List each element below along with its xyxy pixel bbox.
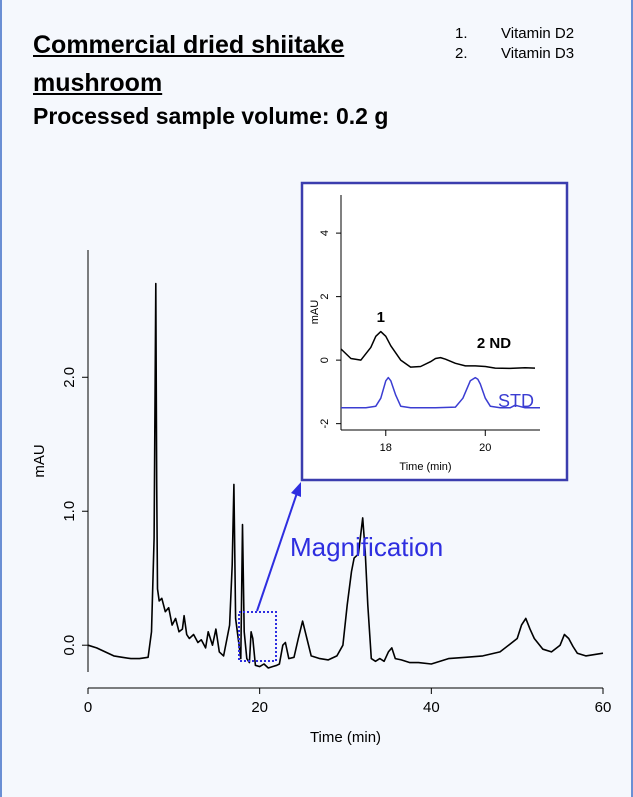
x-tick-label: 20	[251, 699, 268, 716]
compound-legend: 1. Vitamin D2 2. Vitamin D3	[455, 24, 574, 64]
inset-y-tick-label: -2	[319, 419, 331, 429]
legend-label: Vitamin D2	[501, 25, 575, 42]
chromatogram-trace	[87, 282, 604, 669]
inset-x-tick-label: 20	[479, 442, 491, 454]
y-tick-label: 1.0	[61, 501, 78, 522]
legend-item-2: 2. Vitamin D3	[455, 44, 574, 64]
inset-chart: 18 20 Time (min) -2 0 2 4 mAU 1 2 ND STD	[300, 181, 569, 482]
peak-label-1: 1	[377, 309, 385, 326]
std-label: STD	[498, 391, 534, 411]
figure-title: Commercial dried shiitake mushroom	[33, 31, 345, 97]
legend-item-1: 1. Vitamin D2	[455, 24, 574, 44]
y-tick-label: 2.0	[61, 367, 78, 388]
inset-box	[300, 181, 569, 482]
inset-y-tick-label: 0	[319, 357, 331, 363]
y-tick-label: 0.0	[61, 635, 78, 656]
inset-x-axis-label: Time (min)	[399, 461, 451, 473]
x-tick-label: 60	[595, 699, 612, 716]
figure-subtitle: Processed sample volume: 0.2 g	[33, 103, 389, 129]
magnification-region-box	[238, 611, 277, 662]
legend-number: 2.	[455, 45, 468, 62]
x-axis-label: Time (min)	[310, 729, 381, 746]
inset-y-tick-label: 2	[319, 294, 331, 300]
x-tick-label: 40	[423, 699, 440, 716]
magnification-label: Magnification	[290, 532, 443, 562]
inset-std-trace	[341, 376, 540, 409]
annotation-layer: Magnification	[238, 482, 443, 662]
magnification-arrowhead	[291, 482, 301, 497]
inset-sample-trace	[340, 330, 536, 370]
inset-y-axis-label: mAU	[309, 300, 321, 325]
legend-number: 1.	[455, 25, 468, 42]
x-tick-label: 0	[84, 699, 92, 716]
y-axis-label: mAU	[31, 444, 48, 477]
legend-label: Vitamin D3	[501, 45, 575, 62]
magnification-arrow	[256, 489, 299, 612]
inset-y-tick-label: 4	[319, 230, 331, 236]
inset-x-tick-label: 18	[380, 442, 392, 454]
peak-label-2-nd: 2 ND	[477, 335, 511, 352]
